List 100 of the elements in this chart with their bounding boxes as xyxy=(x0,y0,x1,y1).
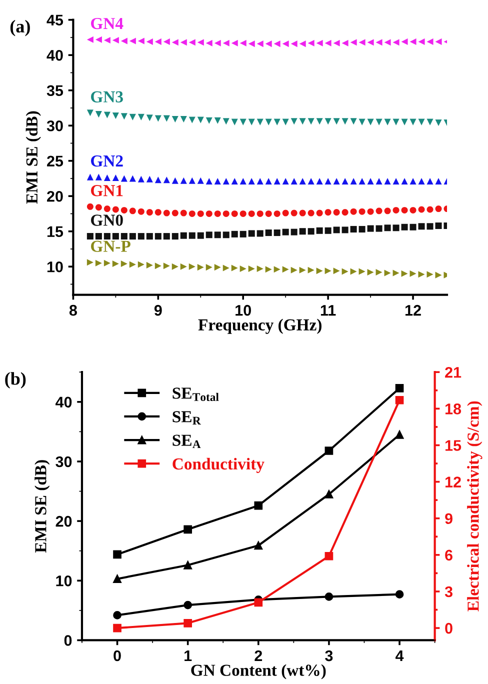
point xyxy=(324,490,334,498)
point xyxy=(265,266,272,273)
y-tick-label: 10 xyxy=(56,576,72,586)
point xyxy=(154,262,162,270)
point xyxy=(104,174,110,182)
point xyxy=(214,178,221,185)
point xyxy=(290,266,298,274)
point xyxy=(138,176,144,182)
point xyxy=(392,118,400,126)
point xyxy=(172,233,178,240)
point xyxy=(299,266,306,274)
x-tick-label: 8 xyxy=(69,304,77,316)
y2-tick-label: 0 xyxy=(445,622,452,634)
point xyxy=(282,228,289,236)
point xyxy=(358,118,366,126)
point xyxy=(290,210,298,216)
point xyxy=(265,210,272,217)
point xyxy=(146,262,153,268)
text: (b) xyxy=(5,372,26,388)
point xyxy=(308,118,314,125)
text: (a) xyxy=(10,20,30,36)
point xyxy=(222,118,230,125)
point xyxy=(86,233,94,240)
point xyxy=(256,265,264,272)
point xyxy=(376,268,382,276)
point xyxy=(410,270,416,277)
point xyxy=(129,233,136,240)
point xyxy=(197,116,204,124)
point xyxy=(401,270,408,277)
point xyxy=(104,112,110,118)
point xyxy=(112,233,119,240)
point xyxy=(392,270,400,276)
point xyxy=(184,560,192,570)
point xyxy=(384,208,391,214)
point xyxy=(254,501,263,510)
point xyxy=(367,118,374,126)
point xyxy=(120,206,128,214)
point xyxy=(358,178,366,185)
point xyxy=(392,39,400,46)
point xyxy=(376,225,382,232)
point xyxy=(324,209,332,216)
point xyxy=(184,525,192,534)
point xyxy=(333,209,340,216)
point xyxy=(146,114,153,122)
point xyxy=(401,224,408,230)
point xyxy=(308,210,314,216)
point xyxy=(395,384,404,392)
point xyxy=(435,272,442,278)
point xyxy=(324,592,334,601)
point xyxy=(418,118,425,126)
point xyxy=(358,268,366,275)
point xyxy=(197,232,204,239)
point xyxy=(290,40,298,48)
point xyxy=(172,177,178,184)
point xyxy=(129,208,136,214)
point xyxy=(180,232,187,239)
point xyxy=(376,178,382,185)
point xyxy=(248,178,255,185)
point xyxy=(392,178,400,185)
point xyxy=(240,265,246,272)
point xyxy=(410,178,416,185)
point xyxy=(214,117,221,124)
point xyxy=(384,224,391,232)
point xyxy=(384,39,391,46)
point xyxy=(248,265,255,272)
point xyxy=(274,178,280,185)
point xyxy=(120,260,128,268)
point xyxy=(138,261,144,268)
series-label: GN3 xyxy=(91,91,123,102)
point xyxy=(316,227,323,234)
point xyxy=(113,611,122,620)
y-tick-label: 40 xyxy=(46,50,63,61)
point xyxy=(231,40,238,46)
point xyxy=(184,618,192,628)
point xyxy=(435,38,442,45)
point xyxy=(120,113,128,120)
point xyxy=(350,39,357,46)
point xyxy=(299,40,306,48)
point xyxy=(154,233,162,240)
point xyxy=(274,40,280,48)
point xyxy=(265,118,272,126)
point xyxy=(395,430,404,439)
point xyxy=(418,271,425,278)
point xyxy=(180,116,187,123)
y2-axis-title: Electrical conductivity (S/cm) xyxy=(467,401,482,612)
point xyxy=(120,38,128,44)
point xyxy=(316,40,323,46)
point xyxy=(342,268,348,275)
point xyxy=(324,552,334,560)
x-tick-label: 10 xyxy=(236,304,251,316)
point xyxy=(138,38,144,44)
point xyxy=(188,116,196,124)
point xyxy=(256,178,264,185)
point xyxy=(342,178,348,185)
point xyxy=(435,206,442,212)
y-tick-label: 15 xyxy=(47,226,64,238)
point xyxy=(395,590,404,599)
point xyxy=(299,178,306,185)
legend-label: SE$_{Total}$ xyxy=(172,388,219,402)
point xyxy=(426,223,434,230)
